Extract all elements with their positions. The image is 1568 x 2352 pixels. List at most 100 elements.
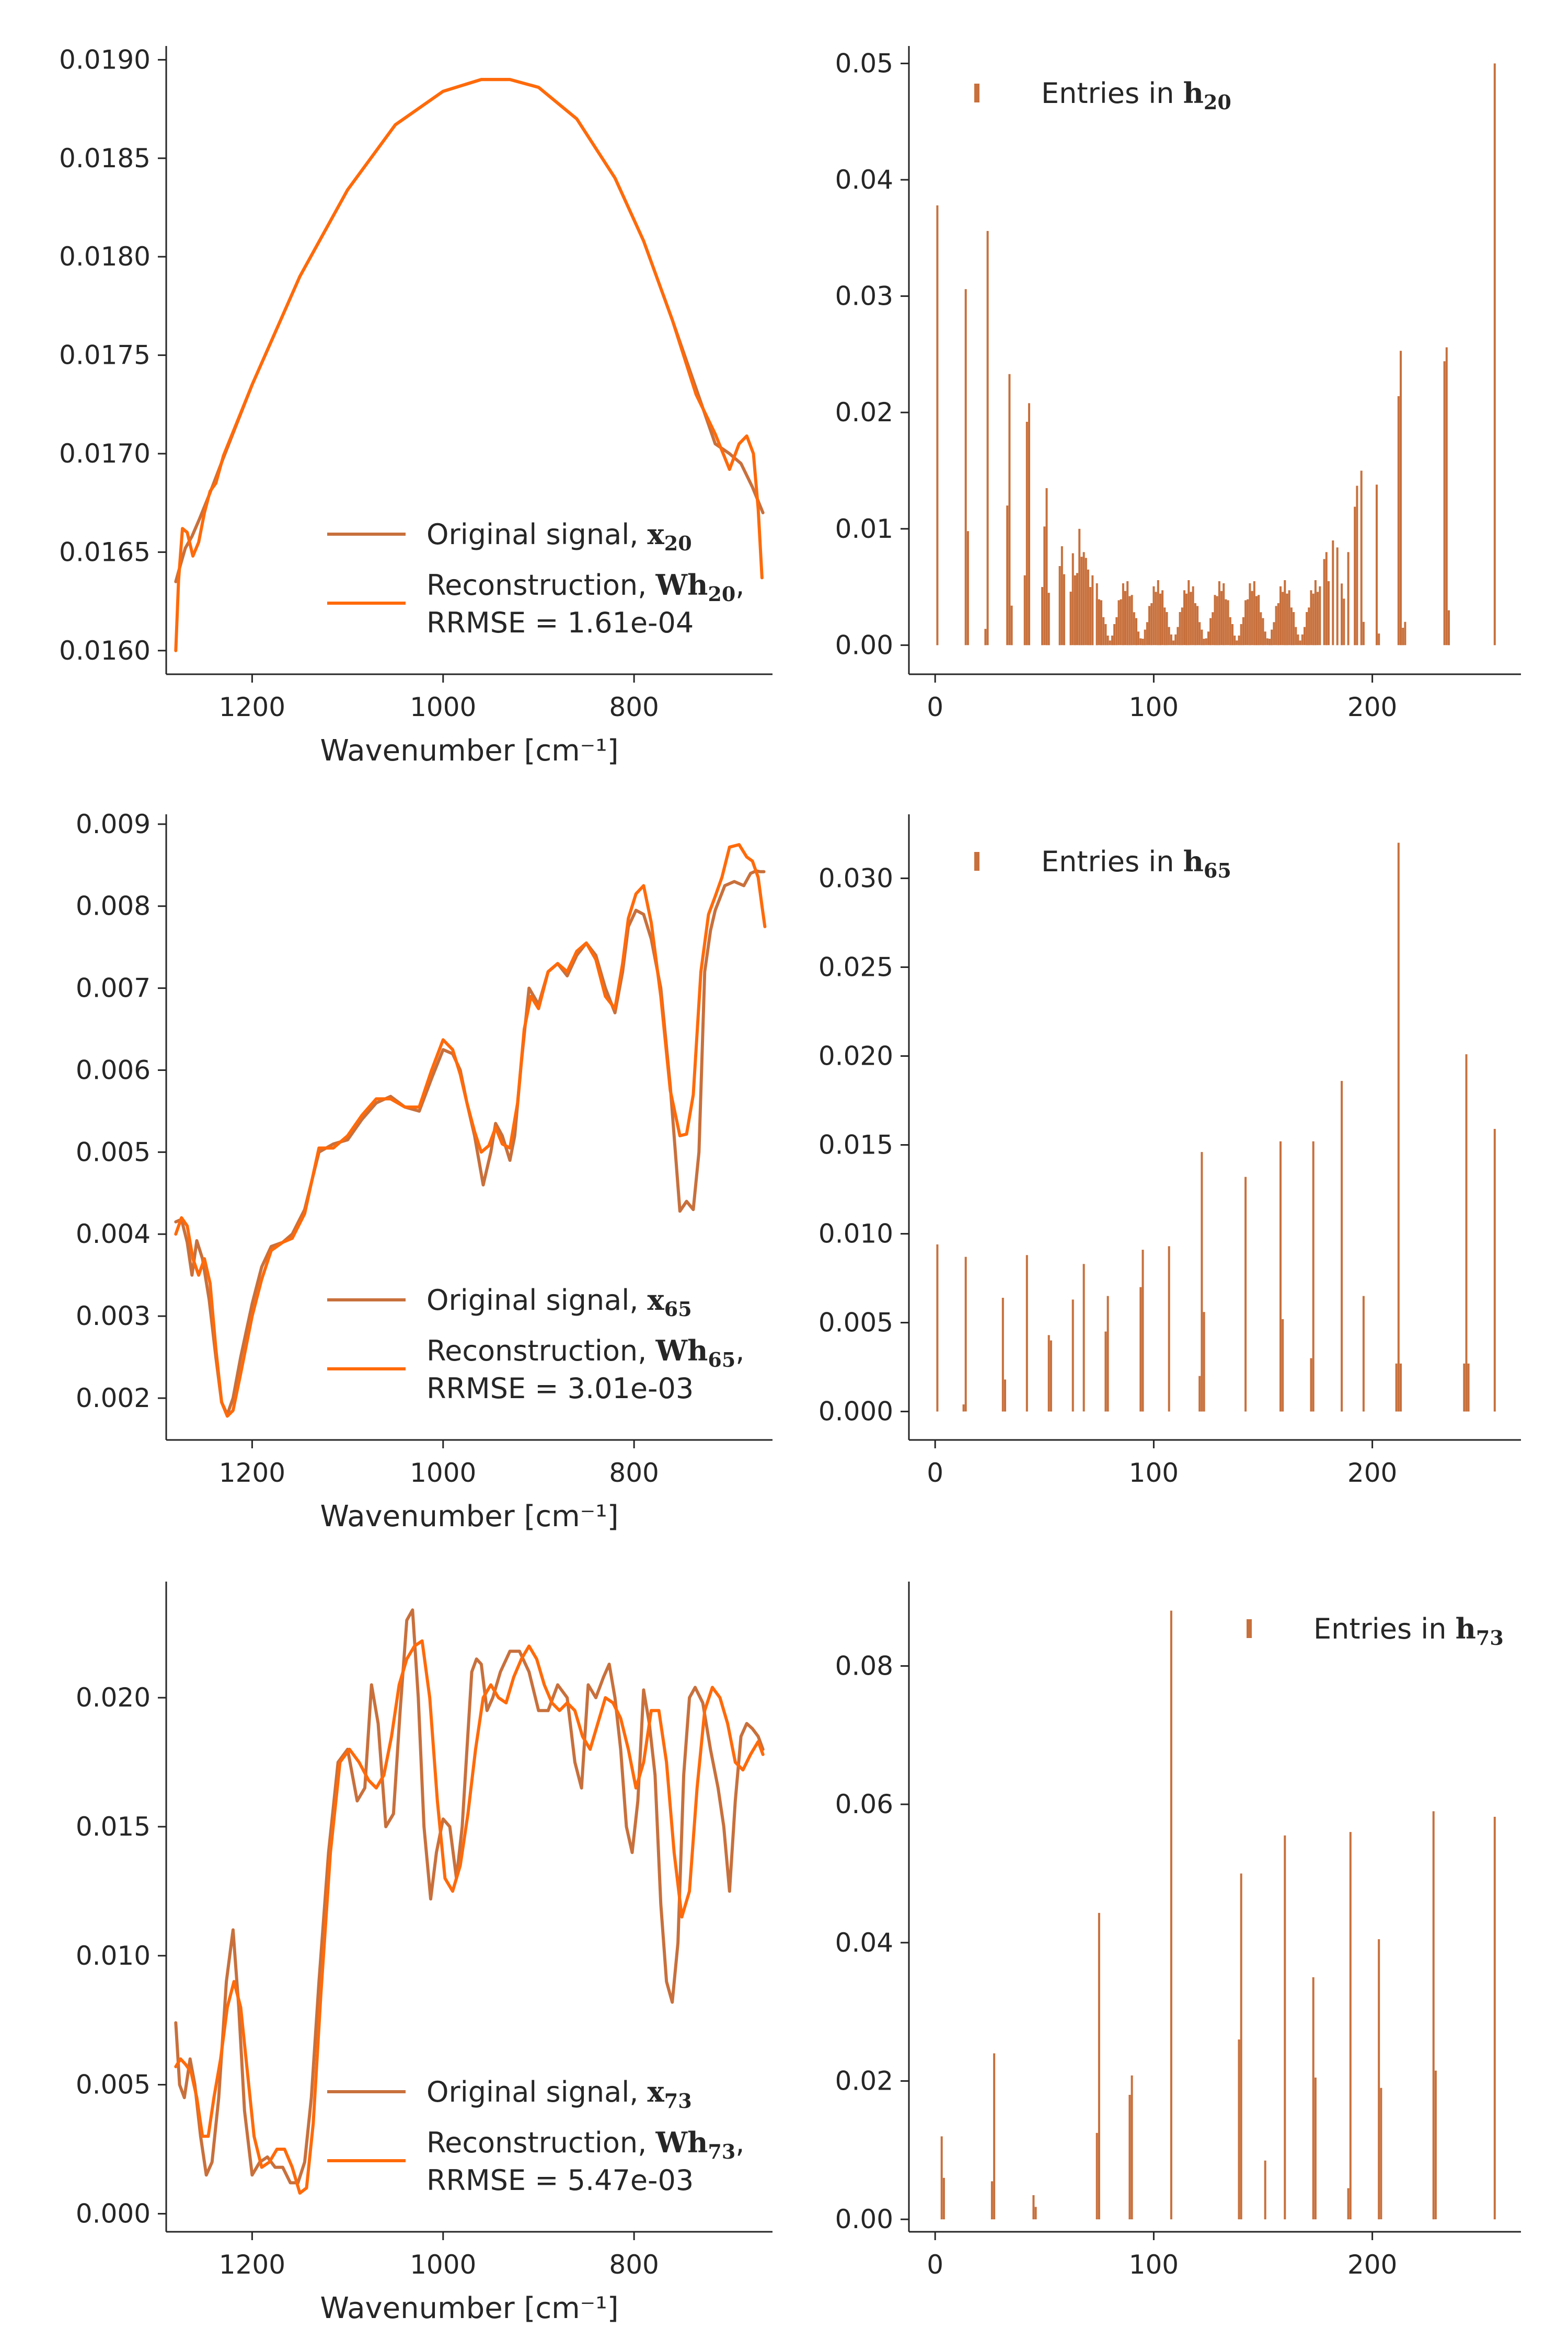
bar [1290, 607, 1293, 645]
bar [993, 2053, 996, 2220]
y-tick-label: 0.03 [835, 281, 893, 312]
bar [966, 531, 969, 645]
bar [1284, 1835, 1286, 2220]
y-tick-label: 0.008 [76, 891, 151, 921]
bar [1244, 1177, 1247, 1412]
bar [1096, 598, 1098, 645]
bar [1102, 617, 1105, 645]
bar [1109, 640, 1111, 645]
bar [1128, 596, 1131, 645]
x-tick-label: 100 [1129, 692, 1179, 722]
bar [1255, 596, 1258, 645]
bar [1194, 603, 1196, 645]
x-tick-label: 200 [1347, 2250, 1397, 2280]
legend-rrmse: RRMSE = 5.47e-03 [426, 2164, 694, 2197]
bar [1275, 606, 1277, 645]
legend-rrmse: RRMSE = 3.01e-03 [426, 1372, 694, 1405]
bar [1106, 636, 1109, 645]
series-line-reconstruction [174, 78, 764, 652]
bar [1493, 1817, 1496, 2220]
bar [1198, 1376, 1201, 1412]
bar [1174, 634, 1177, 645]
legend-symbol: Wh [655, 568, 708, 602]
y-tick-label: 0.05 [835, 48, 893, 78]
bar [1076, 573, 1078, 645]
bar [1465, 1054, 1468, 1412]
bar [1400, 1363, 1402, 1412]
bar [1295, 627, 1297, 645]
bar [1323, 559, 1325, 645]
bar [1045, 488, 1048, 645]
bar [1223, 583, 1225, 645]
bar [1397, 843, 1400, 1412]
bar [1115, 617, 1118, 645]
bar [1249, 583, 1251, 645]
bar [1170, 634, 1172, 645]
bar [1347, 2188, 1350, 2220]
y-tick-label: 0.010 [818, 1219, 893, 1249]
legend-subscript: 20 [1204, 90, 1231, 114]
legend-comma: , [735, 569, 744, 602]
bar [1133, 612, 1135, 645]
x-tick-label: 100 [1129, 1458, 1179, 1488]
legend-subscript: 20 [664, 532, 692, 555]
bar [1341, 583, 1343, 645]
bar [1004, 1379, 1006, 1412]
bar [1201, 1152, 1203, 1412]
bar [1087, 569, 1089, 645]
bar [1244, 600, 1247, 645]
legend-label-original: Original signal, x20 [426, 517, 692, 555]
bar [1142, 639, 1144, 645]
y-tick-label: 0.004 [76, 1219, 151, 1249]
bar [1214, 595, 1216, 645]
bar [1251, 591, 1253, 645]
bar [1047, 1335, 1050, 1412]
bar [1279, 586, 1282, 645]
y-tick-label: 0.0170 [59, 439, 151, 469]
x-tick-label: 0 [927, 2250, 943, 2280]
bar [1297, 634, 1299, 645]
bars [936, 843, 1496, 1412]
y-tick-label: 0.0190 [59, 44, 151, 75]
bar [1183, 590, 1185, 645]
bar [1306, 612, 1308, 645]
y-tick-label: 0.0165 [59, 537, 151, 567]
bars [940, 1610, 1496, 2220]
bar [962, 1404, 965, 1412]
legend-symbol: h [1456, 1612, 1476, 1645]
y-tick-label: 0.06 [835, 1789, 893, 1819]
bar [1172, 640, 1175, 645]
bar [1100, 621, 1102, 645]
legend-label-entries: Entries in h73 [1313, 1612, 1504, 1650]
legend-label-text: Reconstruction, [426, 569, 655, 602]
bar [1400, 351, 1402, 645]
y-tick-label: 0.0185 [59, 143, 151, 174]
bar [1301, 634, 1304, 645]
legend-label-entries: Entries in h65 [1041, 845, 1231, 882]
y-tick-label: 0.0160 [59, 636, 151, 666]
bar [1493, 1128, 1496, 1412]
bar [1190, 592, 1192, 645]
bar [1203, 639, 1205, 645]
bar [1240, 1873, 1242, 2220]
bar [1001, 1298, 1004, 1412]
bar [1286, 593, 1288, 645]
chart-entries20: 0 100 200 0.00 0.01 0.02 0.03 0.04 0.05 Entries i… [835, 46, 1521, 722]
bar [1008, 374, 1011, 645]
legend: Entries in h65 [974, 845, 1231, 882]
bar [1332, 540, 1334, 645]
x-tick-label: 1200 [219, 2250, 285, 2280]
bar [1397, 396, 1400, 645]
bar [1023, 575, 1026, 645]
y-tick-label: 0.02 [835, 2066, 893, 2096]
legend-swatch-bar [1247, 1619, 1252, 1638]
bar [1157, 580, 1159, 645]
bar [1434, 2070, 1437, 2220]
x-tick-label: 200 [1347, 692, 1397, 722]
bar [1166, 612, 1168, 645]
bar [1312, 1977, 1315, 2220]
bar [1196, 606, 1199, 645]
bar [1117, 600, 1120, 645]
bar [1336, 547, 1339, 645]
